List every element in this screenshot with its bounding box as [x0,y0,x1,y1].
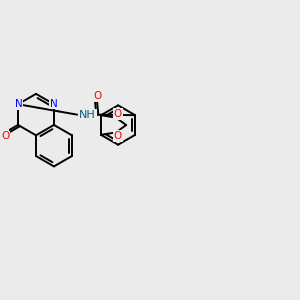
Text: N: N [15,99,22,109]
Text: O: O [114,131,122,141]
Text: NH: NH [79,110,96,120]
Text: O: O [114,109,122,119]
Text: O: O [1,131,10,142]
Text: N: N [50,99,58,109]
Text: O: O [93,91,101,101]
